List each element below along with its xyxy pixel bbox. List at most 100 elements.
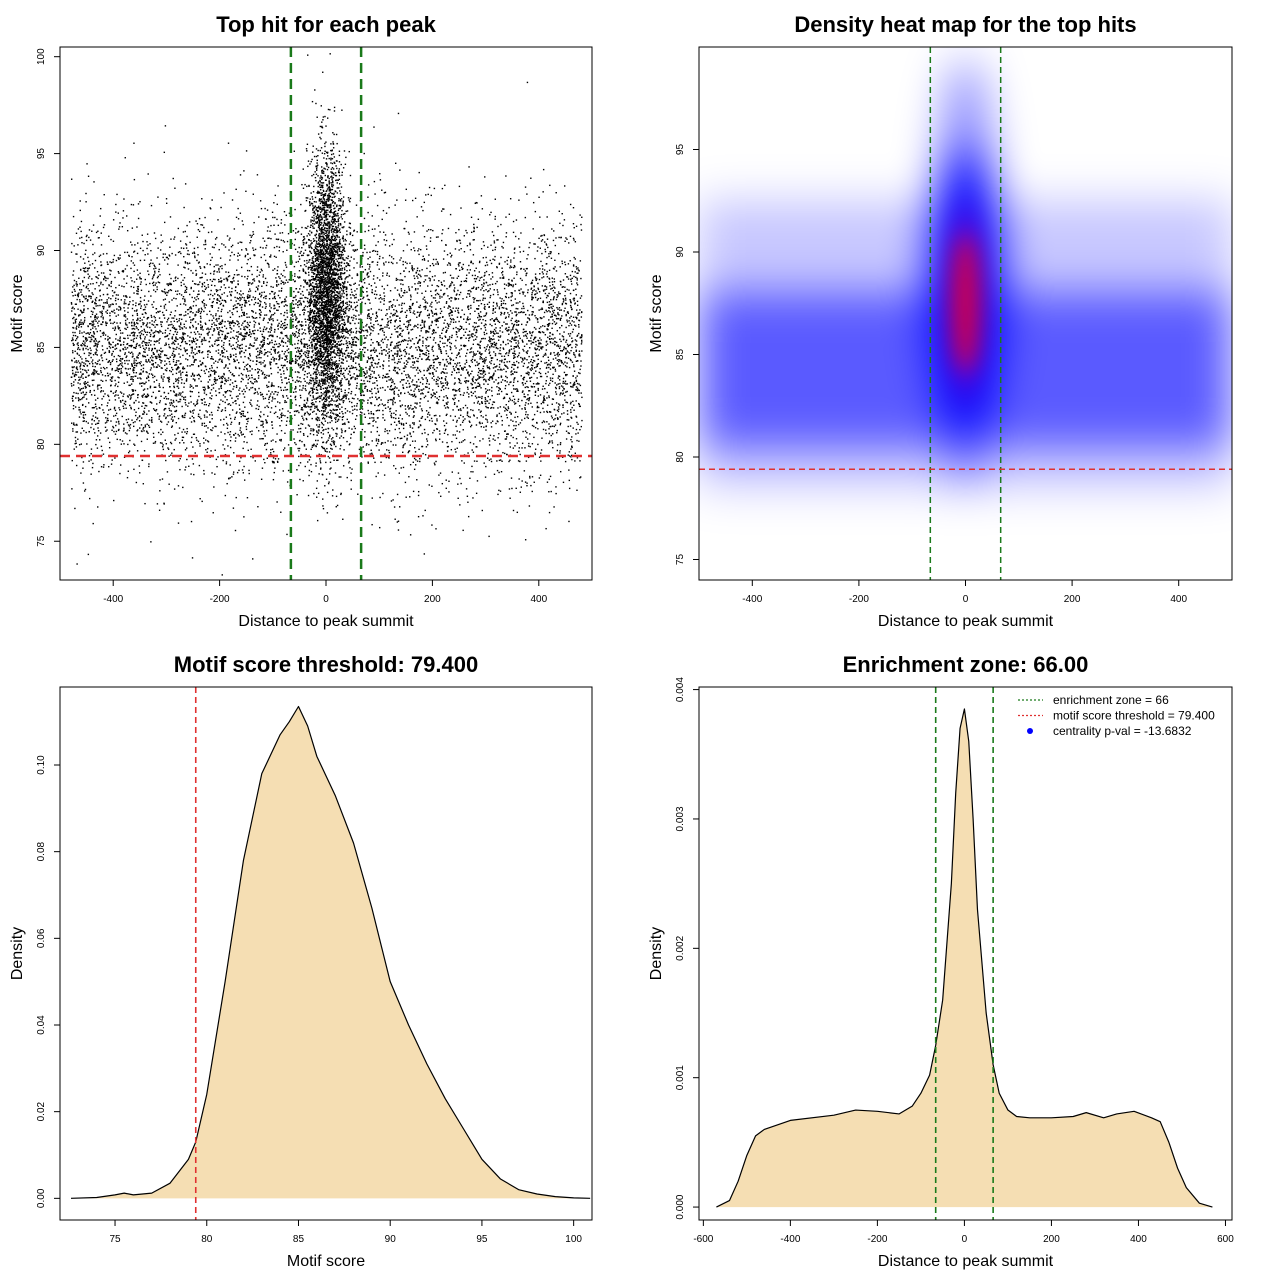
scatter-point	[492, 367, 495, 369]
scatter-point	[72, 351, 74, 354]
scatter-point	[388, 306, 391, 308]
scatter-point	[151, 303, 153, 306]
scatter-point	[266, 262, 269, 265]
scatter-point	[84, 253, 87, 255]
scatter-point	[499, 369, 501, 371]
scatter-point	[277, 185, 279, 187]
scatter-point	[475, 424, 478, 426]
scatter-point	[545, 429, 547, 431]
scatter-point	[259, 303, 262, 306]
scatter-point	[405, 325, 407, 328]
scatter-point	[213, 343, 216, 345]
scatter-point	[572, 289, 575, 292]
scatter-point	[167, 258, 170, 260]
scatter-point	[208, 328, 210, 331]
scatter-point	[382, 409, 384, 412]
scatter-point	[476, 202, 478, 204]
scatter-point	[155, 267, 157, 270]
scatter-point	[514, 353, 517, 355]
scatter-point	[260, 347, 262, 349]
scatter-point	[469, 421, 471, 423]
scatter-point	[148, 379, 150, 382]
scatter-point	[142, 347, 145, 350]
scatter-point	[492, 374, 495, 376]
scatter-point	[340, 385, 342, 387]
scatter-point	[393, 396, 395, 399]
scatter-point	[142, 389, 145, 391]
scatter-point	[126, 275, 128, 277]
scatter-point	[387, 432, 389, 435]
scatter-point	[359, 392, 362, 395]
scatter-point	[269, 303, 271, 305]
scatter-point	[423, 258, 426, 260]
scatter-point	[489, 323, 491, 326]
scatter-point	[555, 298, 558, 301]
scatter-point	[171, 326, 174, 329]
scatter-point	[295, 358, 297, 360]
scatter-point	[92, 359, 94, 361]
scatter-point	[351, 397, 354, 399]
scatter-point	[145, 325, 147, 327]
scatter-point	[83, 490, 86, 492]
scatter-point	[294, 208, 296, 211]
scatter-point	[151, 348, 154, 351]
scatter-point	[308, 372, 310, 374]
scatter-point	[82, 322, 85, 325]
scatter-point	[355, 362, 357, 364]
scatter-point	[538, 237, 540, 240]
scatter-point	[272, 320, 274, 322]
scatter-point	[393, 366, 396, 369]
scatter-point	[581, 334, 583, 336]
scatter-point	[110, 463, 113, 465]
scatter-point	[203, 266, 206, 268]
scatter-point	[317, 417, 319, 419]
scatter-point	[223, 373, 225, 376]
scatter-point	[271, 448, 274, 450]
scatter-point	[541, 285, 544, 287]
scatter-point	[270, 384, 273, 386]
scatter-point	[223, 299, 226, 302]
scatter-point	[400, 422, 403, 425]
scatter-point	[514, 388, 517, 390]
scatter-point	[267, 331, 270, 333]
scatter-point	[281, 332, 283, 335]
scatter-point	[410, 329, 412, 331]
scatter-point	[515, 328, 517, 331]
scatter-point	[505, 232, 508, 234]
scatter-point	[295, 443, 297, 446]
scatter-point	[475, 378, 477, 381]
scatter-point	[295, 288, 297, 290]
scatter-point	[239, 299, 241, 302]
scatter-point	[117, 257, 119, 259]
scatter-point	[321, 363, 323, 365]
scatter-point	[94, 259, 97, 262]
scatter-point	[545, 382, 547, 385]
scatter-point	[436, 420, 438, 422]
scatter-point	[457, 311, 459, 313]
scatter-point	[443, 396, 445, 398]
scatter-point	[133, 371, 135, 374]
scatter-point	[536, 401, 538, 404]
scatter-point	[272, 356, 274, 359]
scatter-point	[374, 297, 377, 299]
scatter-point	[89, 283, 92, 285]
scatter-point	[459, 262, 461, 264]
scatter-point	[548, 292, 550, 295]
scatter-point	[327, 370, 329, 372]
scatter-point	[374, 250, 377, 253]
scatter-point	[368, 358, 370, 360]
scatter-point	[417, 326, 419, 329]
scatter-point	[84, 488, 87, 491]
scatter-point	[372, 278, 375, 280]
scatter-point	[88, 497, 91, 500]
scatter-point	[215, 264, 217, 266]
scatter-point	[479, 318, 481, 321]
scatter-point	[90, 448, 93, 450]
scatter-point	[550, 251, 552, 253]
scatter-point	[257, 329, 259, 332]
scatter-point	[248, 282, 250, 285]
scatter-point	[295, 404, 297, 406]
scatter-point	[146, 361, 148, 363]
scatter-point	[431, 310, 433, 313]
scatter-point	[199, 320, 202, 323]
